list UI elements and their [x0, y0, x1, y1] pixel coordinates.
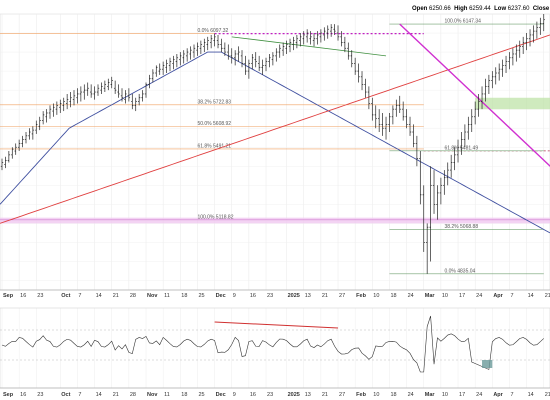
x-tick-label-lower: Oct — [61, 392, 70, 398]
fib-level-label: 0.0% 6097.32 — [197, 28, 228, 34]
ma-200-line — [0, 34, 550, 224]
x-tick-label-lower: 28 — [130, 392, 136, 398]
x-tick-label-lower: Sep — [3, 392, 14, 398]
x-tick-label: 16 — [20, 293, 26, 299]
x-tick-label: 21 — [545, 293, 550, 299]
indicator-panel-frame — [0, 307, 550, 389]
fib-level-label: 100.0% 5118.82 — [197, 214, 233, 220]
x-tick-label: 25 — [198, 293, 204, 299]
x-tick-label: 17 — [459, 293, 465, 299]
x-tick-label-lower: 9 — [233, 392, 236, 398]
x-tick-label: 14 — [528, 293, 534, 299]
x-tick-label-lower: 16 — [250, 392, 256, 398]
low-label: Low — [494, 6, 507, 12]
x-tick-label: 18 — [181, 293, 187, 299]
x-tick-label: 23 — [267, 293, 273, 299]
ohlc-readout: Open 6250.66 High 6259.44 Low 6237.60 Cl… — [412, 6, 550, 12]
indicator-divergence-line — [214, 321, 339, 329]
x-tick-label-lower: 14 — [528, 392, 534, 398]
x-tick-label: Apr — [493, 293, 503, 299]
x-tick-label: 27 — [339, 293, 345, 299]
x-tick-label: Nov — [147, 293, 158, 299]
x-tick-label: 9 — [233, 293, 236, 299]
x-tick-label-lower: 18 — [181, 392, 187, 398]
x-tick-label-lower: 23 — [267, 392, 273, 398]
open-label: Open — [412, 6, 428, 12]
x-tick-label-lower: 23 — [37, 392, 43, 398]
x-tick-label: 21 — [113, 293, 119, 299]
fib2-level-label: 100.0% 6147.34 — [444, 19, 481, 25]
x-tick-label: 24 — [408, 293, 414, 299]
x-tick-label-lower: 21 — [545, 392, 550, 398]
x-tick-label: 18 — [390, 293, 396, 299]
x-tick-label: 28 — [130, 293, 136, 299]
x-tick-label: 23 — [37, 293, 43, 299]
high-label: High — [454, 6, 468, 12]
x-tick-label-lower: 27 — [339, 392, 345, 398]
fib-level-label: 50.0% 5608.92 — [197, 121, 231, 127]
x-tick-label-lower: 7 — [78, 392, 81, 398]
x-tick-label-lower: Mar — [425, 392, 436, 398]
x-tick-label-lower: Dec — [216, 392, 226, 398]
x-tick-label: Mar — [425, 293, 436, 299]
x-tick-label: Sep — [3, 293, 14, 299]
x-tick-label-lower: 11 — [164, 392, 170, 398]
x-tick-label: 11 — [164, 293, 170, 299]
x-tick-label: 2025 — [288, 293, 300, 299]
low-value: 6237.60 — [507, 6, 530, 12]
x-tick-label-lower: 16 — [20, 392, 26, 398]
main-panel-frame — [0, 13, 550, 291]
x-tick-label-lower: 7 — [510, 392, 513, 398]
x-tick-label-lower: 21 — [322, 392, 328, 398]
indicator-line — [1, 315, 544, 373]
x-tick-label-lower: Nov — [147, 392, 158, 398]
trend-line-green — [231, 36, 387, 57]
high-value: 6259.44 — [469, 6, 491, 12]
x-tick-label-lower: 10 — [442, 392, 448, 398]
fib2-level-label: 38.2% 5068.88 — [444, 224, 478, 230]
x-tick-label-lower: Apr — [493, 392, 503, 398]
x-tick-label-lower: 14 — [96, 392, 102, 398]
x-tick-label-lower: 24 — [476, 392, 482, 398]
x-tick-label: Oct — [61, 293, 70, 299]
x-tick-label-lower: 24 — [408, 392, 414, 398]
ma-50-line — [0, 51, 550, 234]
x-tick-label: 21 — [322, 293, 328, 299]
x-tick-label: 7 — [510, 293, 513, 299]
x-tick-label: Dec — [216, 293, 226, 299]
x-tick-label: 16 — [250, 293, 256, 299]
x-tick-label-lower: 17 — [459, 392, 465, 398]
x-tick-label-lower: 21 — [113, 392, 119, 398]
indicator-oversold-fill — [482, 360, 493, 368]
fib-level-label: 38.2% 5722.83 — [197, 99, 231, 105]
resistance-zone — [475, 97, 550, 110]
fib2-level-label: 0.0% 4835.04 — [444, 268, 475, 274]
fib-100-zone — [0, 217, 550, 224]
x-tick-label-lower: Feb — [356, 392, 366, 398]
x-tick-label: 10 — [373, 293, 379, 299]
x-tick-label: 7 — [78, 293, 81, 299]
x-tick-label-lower: 13 — [305, 392, 311, 398]
x-tick-label: 10 — [442, 293, 448, 299]
open-value: 6250.66 — [429, 6, 451, 12]
close-label: Close — [532, 6, 550, 12]
x-tick-label: Feb — [356, 293, 366, 299]
fib-level-label: 61.8% 5491.21 — [197, 143, 231, 149]
x-tick-label-lower: 18 — [390, 392, 396, 398]
x-tick-label: 13 — [305, 293, 311, 299]
x-tick-label: 14 — [96, 293, 102, 299]
x-tick-label-lower: 2025 — [288, 392, 300, 398]
x-tick-label-lower: 25 — [198, 392, 204, 398]
x-tick-label: 24 — [476, 293, 482, 299]
x-tick-label-lower: 10 — [373, 392, 379, 398]
